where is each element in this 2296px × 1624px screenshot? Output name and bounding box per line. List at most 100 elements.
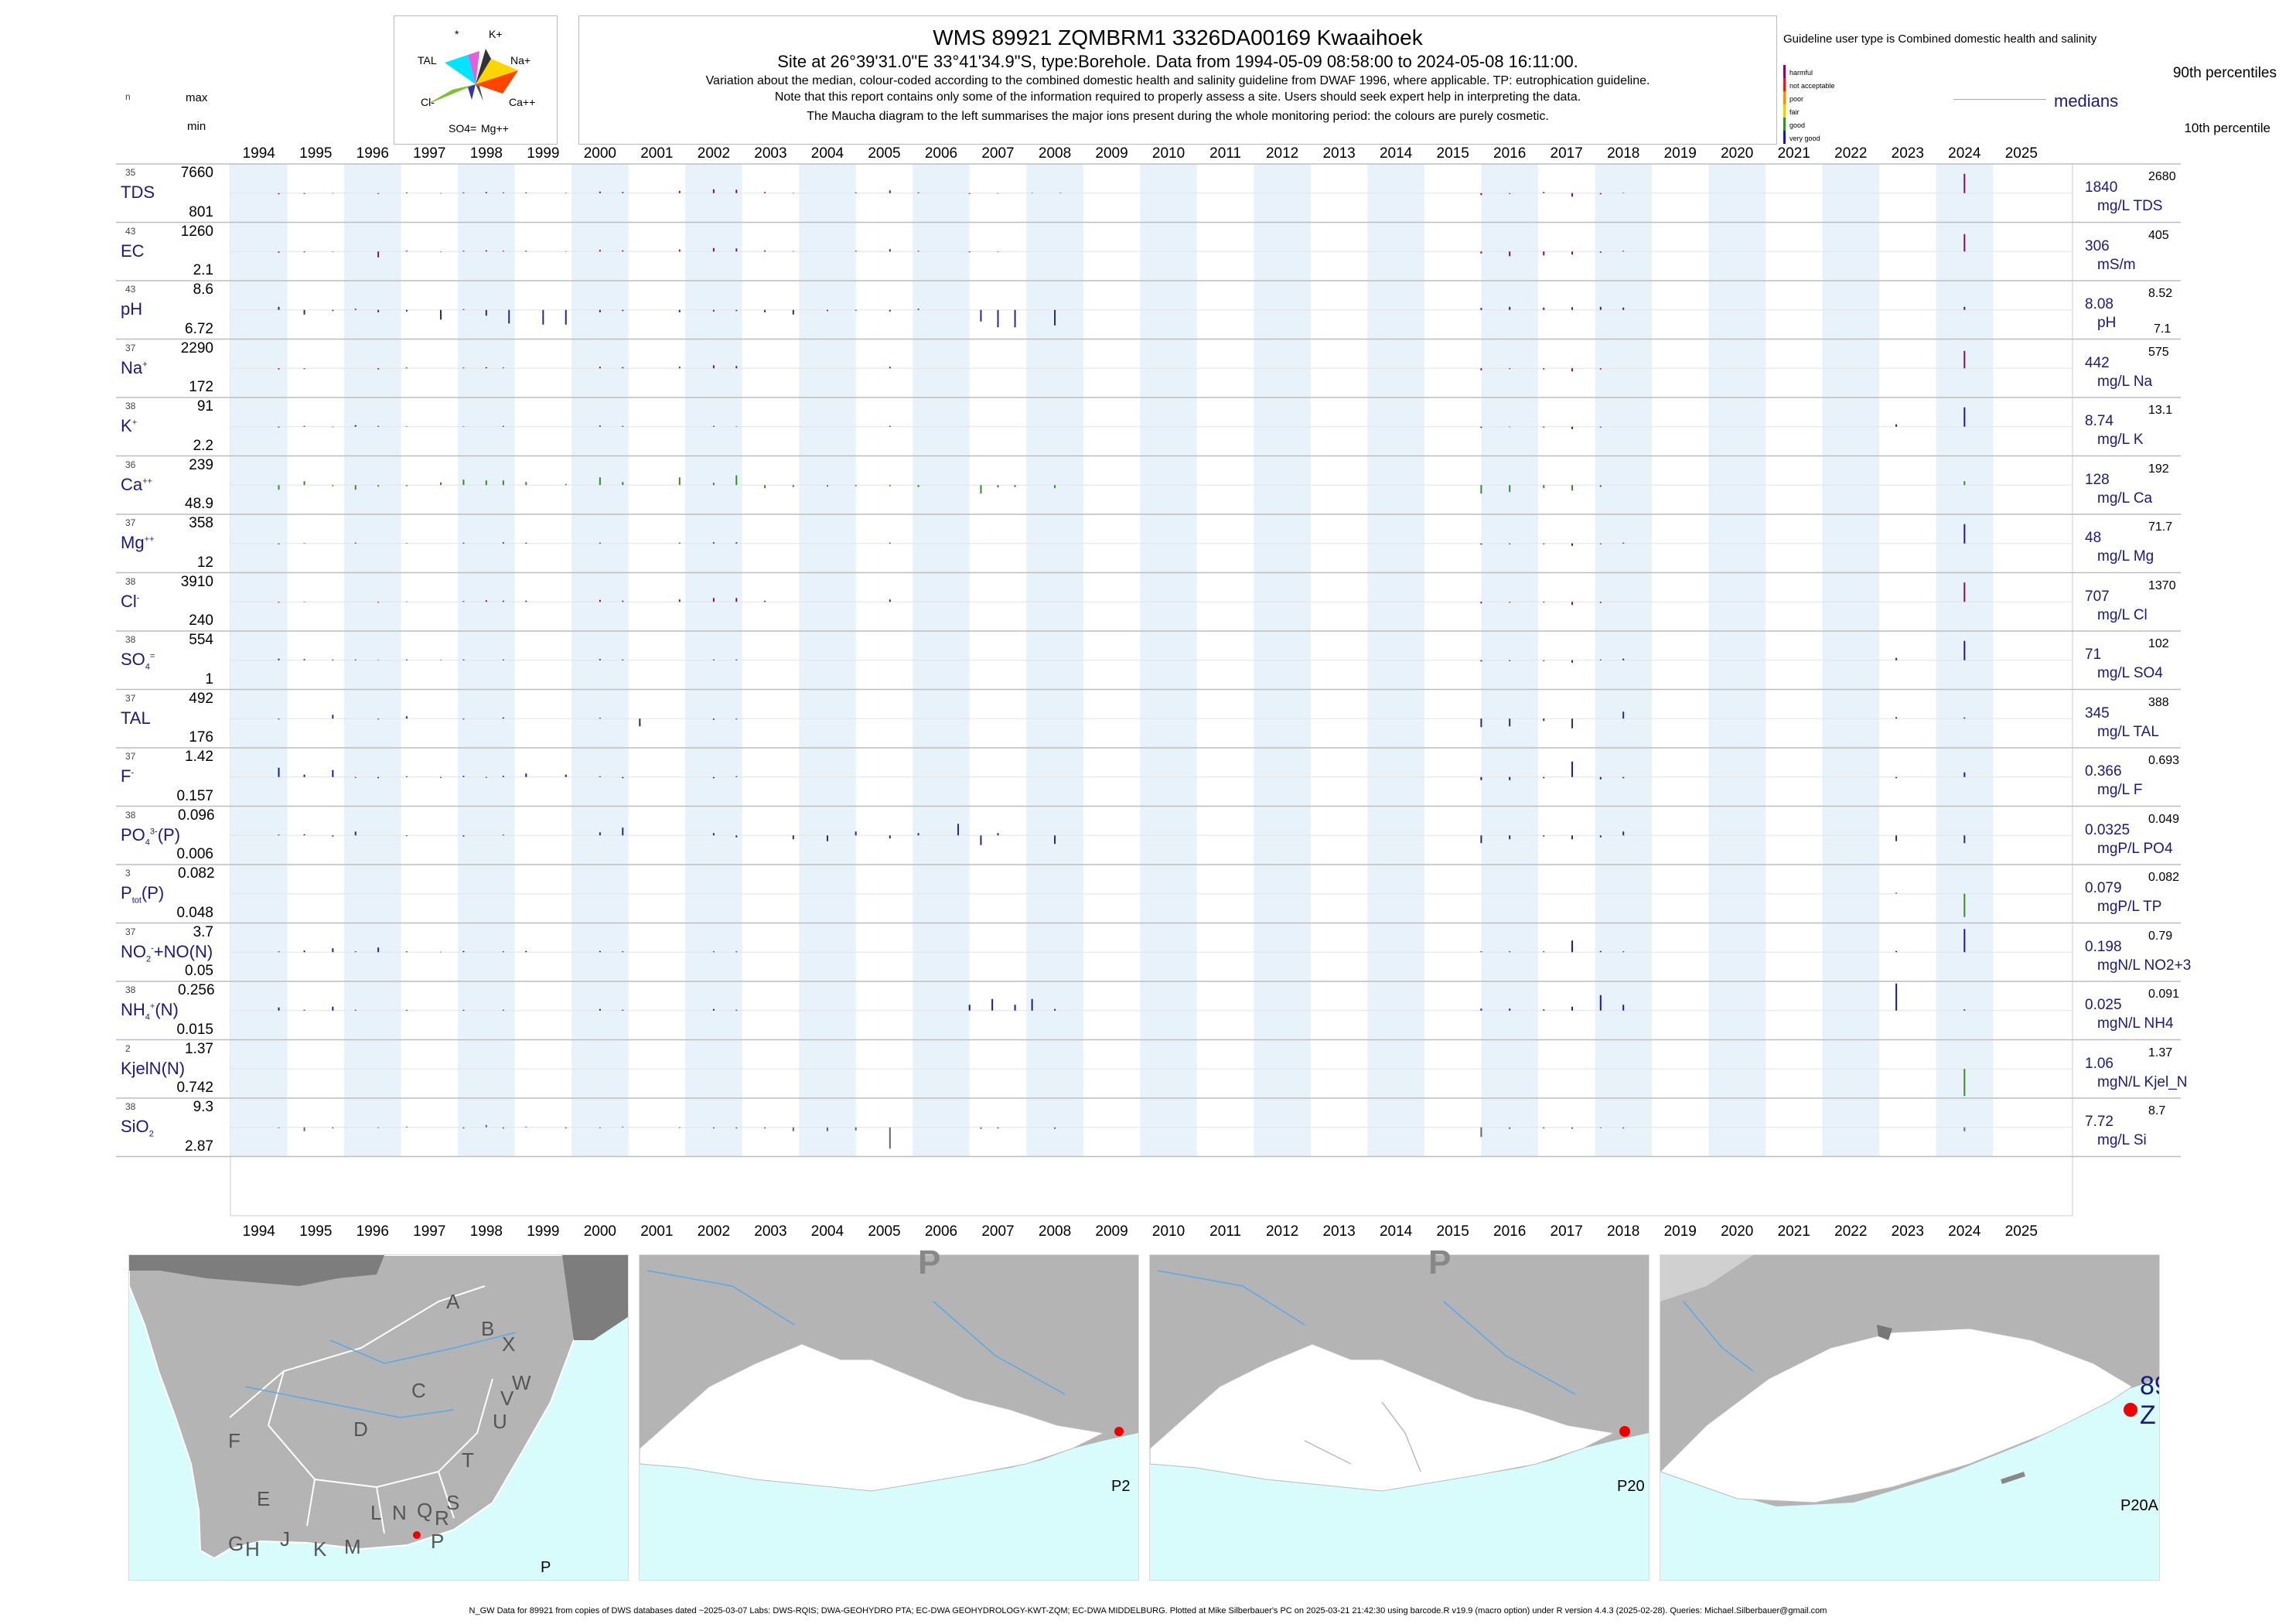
series-max-4: 91	[196, 398, 213, 415]
map2-big-label: P	[918, 1244, 941, 1281]
year-label-bottom: 2021	[1778, 1223, 1810, 1240]
year-label-bottom: 2019	[1664, 1223, 1697, 1240]
timeseries-chart: 1994 1994 1995 1995 1996 1996 1997 1997 1998 1998…	[116, 145, 2181, 1240]
year-label-bottom: 2022	[1834, 1223, 1867, 1240]
series-p90-4: 13.1	[2148, 404, 2173, 417]
series-n-12: 3	[125, 868, 131, 879]
series-max-9: 492	[189, 690, 213, 707]
map1-region-label: Q	[417, 1499, 433, 1522]
year-label-bottom: 2016	[1493, 1223, 1526, 1240]
series-n-3: 37	[125, 342, 136, 353]
series-p90-5: 192	[2148, 462, 2169, 476]
series-name-7: Cl-	[121, 591, 140, 611]
year-label-bottom: 2023	[1892, 1223, 1924, 1240]
year-label-top: 2023	[1892, 145, 1924, 162]
map2-caption: P2	[1111, 1478, 1131, 1495]
series-p90-0: 2680	[2148, 170, 2176, 183]
series-min-16: 2.87	[185, 1138, 213, 1155]
series-n-16: 38	[125, 1101, 136, 1112]
series-unit-6: mg/L Mg	[2097, 548, 2154, 565]
series-min-2: 6.72	[185, 320, 213, 337]
series-name-10: F-	[121, 766, 135, 786]
map1-region-label: M	[344, 1535, 361, 1558]
series-n-10: 37	[125, 751, 136, 762]
year-label-top: 1998	[470, 145, 503, 162]
series-n-1: 43	[125, 225, 136, 237]
series-median-12: 0.079	[2085, 880, 2122, 896]
map1-region-label: B	[481, 1317, 495, 1340]
footer-credits: N_GW Data for 89921 from copies of DWS d…	[469, 1606, 1827, 1615]
maucha-label-mg: Mg++	[481, 122, 509, 135]
series-median-1: 306	[2085, 237, 2110, 254]
year-label-bottom: 2024	[1948, 1223, 1981, 1240]
guideline-swatch	[1783, 104, 1786, 118]
map1-region-label: E	[257, 1487, 271, 1510]
series-min-10: 0.157	[176, 787, 213, 804]
series-min-14: 0.015	[176, 1021, 213, 1038]
series-n-2: 43	[125, 284, 136, 295]
series-name-0: TDS	[121, 183, 155, 202]
guideline-color-key: harmful not acceptable poor fair good very go…	[1783, 65, 1835, 144]
map1-region-label: F	[228, 1429, 241, 1452]
year-label-top: 2024	[1948, 145, 1981, 162]
series-median-3: 442	[2085, 354, 2110, 371]
map1-caption: P	[541, 1559, 551, 1576]
series-p90-12: 0.082	[2148, 871, 2180, 884]
year-label-bottom: 1998	[470, 1223, 503, 1240]
series-max-11: 0.096	[178, 807, 215, 824]
series-unit-7: mg/L Cl	[2097, 606, 2148, 623]
series-unit-15: mgN/L Kjel_N	[2097, 1073, 2188, 1090]
series-name-9: TAL	[121, 708, 151, 728]
series-median-0: 1840	[2085, 179, 2118, 196]
year-label-top: 1995	[299, 145, 332, 162]
series-name-15: KjelN(N)	[121, 1058, 186, 1078]
series-median-8: 71	[2085, 647, 2102, 663]
year-label-top: 2005	[868, 145, 900, 162]
series-n-0: 35	[125, 167, 136, 178]
year-label-top: 2007	[981, 145, 1014, 162]
year-label-bottom: 2012	[1266, 1223, 1298, 1240]
col-header-min: min	[187, 120, 206, 133]
series-median-2: 8.08	[2085, 296, 2113, 312]
series-max-3: 2290	[180, 339, 213, 357]
year-label-top: 2004	[811, 145, 844, 162]
year-label-bottom: 2003	[754, 1223, 786, 1240]
year-label-bottom: 2020	[1721, 1223, 1753, 1240]
year-label-bottom: 2008	[1039, 1223, 1071, 1240]
guideline-swatch	[1783, 131, 1786, 144]
series-n-11: 38	[125, 809, 136, 821]
series-median-5: 128	[2085, 471, 2110, 488]
map1-region-label: U	[493, 1410, 507, 1433]
series-min-12: 0.048	[176, 904, 213, 921]
legend-p10: 10th percentile	[2184, 121, 2270, 135]
year-label-top: 2012	[1266, 145, 1298, 162]
legend-p90: 90th percentiles	[2172, 65, 2277, 81]
year-label-bottom: 2025	[2005, 1223, 2038, 1240]
maucha-label-ca: Ca++	[509, 96, 535, 108]
year-label-bottom: 2006	[925, 1223, 957, 1240]
maucha-star-segment	[468, 51, 479, 84]
col-header-n: n	[125, 91, 131, 102]
series-name-16: SiO2	[121, 1117, 154, 1139]
maucha-svg: * K+ TAL Na+ Cl- Ca++ SO4= Mg++	[418, 28, 535, 135]
map1-region-label: T	[462, 1448, 474, 1472]
series-min-5: 48.9	[185, 496, 213, 512]
chart-title: WMS 89921 ZQMBRM1 3326DA00169 Kwaaihoek	[933, 26, 1423, 49]
guideline-class-label: fair	[1789, 108, 1800, 116]
series-median-10: 0.366	[2085, 763, 2122, 780]
year-label-top: 2022	[1834, 145, 1867, 162]
year-label-top: 2018	[1607, 145, 1639, 162]
series-n-6: 37	[125, 517, 136, 528]
year-label-top: 2003	[754, 145, 786, 162]
series-min-4: 2.2	[193, 437, 213, 454]
legend-median-line	[1953, 99, 2046, 100]
series-unit-5: mg/L Ca	[2097, 490, 2153, 507]
year-label-bottom: 2005	[868, 1223, 900, 1240]
series-name-8: SO4=	[121, 650, 155, 672]
series-p90-6: 71.7	[2148, 520, 2173, 534]
series-max-16: 9.3	[193, 1099, 213, 1115]
series-unit-2: pH	[2097, 315, 2117, 331]
map1-region-label: A	[446, 1290, 460, 1313]
series-p90-2: 8.52	[2148, 287, 2173, 300]
